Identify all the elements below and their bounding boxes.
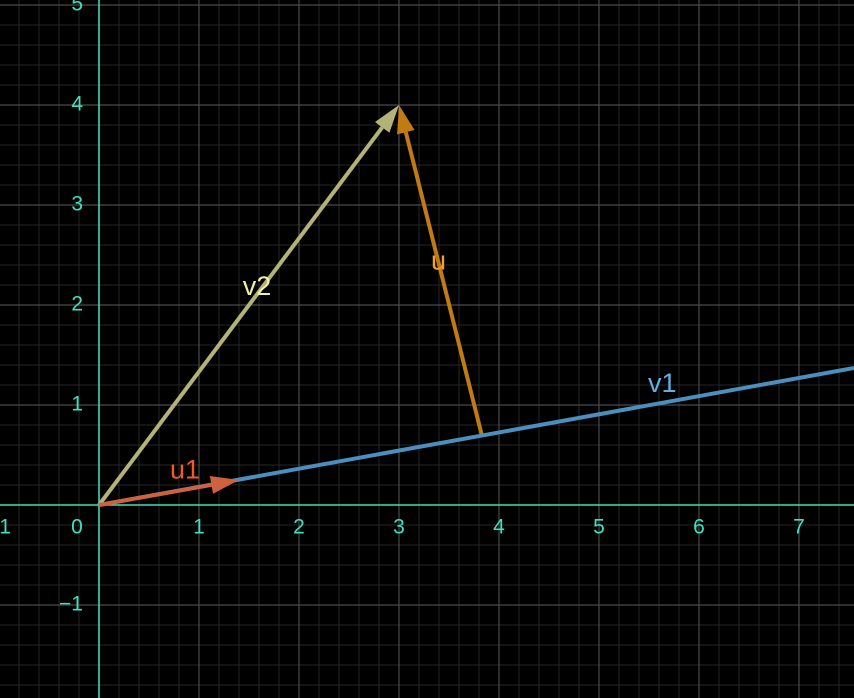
vector-label: v2 [243,271,272,301]
vector-label: v1 [648,368,677,398]
x-tick-label: 4 [493,516,505,539]
vector [403,131,484,437]
x-tick-label: 6 [693,516,705,539]
x-tick-label: 7 [793,516,805,539]
y-tick-label: 5 [71,0,83,16]
x-tick-label: 0 [71,516,83,539]
vector-label: u1 [170,455,200,485]
x-tick-label: −1 [0,516,11,539]
y-tick-label: 1 [71,393,83,416]
arrowhead [397,105,415,135]
x-tick-label: 2 [293,516,305,539]
x-tick-label: 3 [393,516,405,539]
y-tick-label: 2 [71,293,83,316]
vector [98,482,212,507]
arrowhead [375,105,399,133]
y-tick-label: 4 [71,93,83,116]
arrowhead [209,476,239,494]
y-tick-label: 3 [71,193,83,216]
x-tick-label: 5 [593,516,605,539]
y-tick-label: −1 [59,593,83,616]
vector [97,126,384,507]
x-tick-label: 1 [193,516,205,539]
vector-label: u [431,246,446,276]
